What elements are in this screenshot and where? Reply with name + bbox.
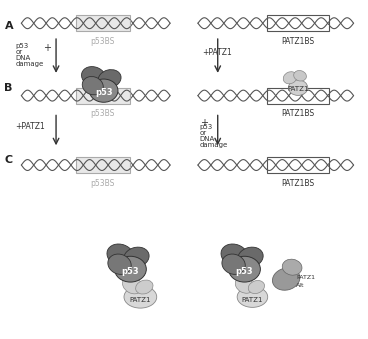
Text: +: + bbox=[200, 118, 208, 128]
Ellipse shape bbox=[222, 254, 245, 274]
Bar bbox=[267, 15, 329, 31]
Text: +PATZ1: +PATZ1 bbox=[15, 122, 45, 131]
Ellipse shape bbox=[235, 277, 254, 293]
Ellipse shape bbox=[123, 276, 142, 294]
Ellipse shape bbox=[248, 280, 265, 294]
Text: B: B bbox=[4, 83, 13, 93]
Bar bbox=[267, 157, 329, 173]
Text: p53: p53 bbox=[236, 267, 253, 276]
Bar bbox=[76, 157, 130, 173]
Ellipse shape bbox=[294, 71, 307, 81]
Ellipse shape bbox=[272, 268, 300, 290]
Ellipse shape bbox=[289, 80, 308, 95]
Ellipse shape bbox=[114, 256, 146, 282]
Ellipse shape bbox=[124, 286, 157, 308]
Text: PATZ1: PATZ1 bbox=[287, 86, 309, 92]
Text: PATZ1: PATZ1 bbox=[130, 297, 151, 303]
Text: DNA: DNA bbox=[15, 55, 31, 61]
Text: DNA: DNA bbox=[200, 136, 215, 142]
Ellipse shape bbox=[229, 256, 261, 282]
Text: p53: p53 bbox=[95, 88, 113, 97]
Text: p53: p53 bbox=[200, 124, 213, 131]
Ellipse shape bbox=[89, 79, 118, 102]
Ellipse shape bbox=[98, 69, 121, 88]
Text: p53BS: p53BS bbox=[91, 37, 115, 46]
Ellipse shape bbox=[82, 77, 103, 95]
Text: PATZ1BS: PATZ1BS bbox=[282, 37, 315, 46]
Text: p53: p53 bbox=[122, 267, 139, 276]
Text: +PATZ1: +PATZ1 bbox=[202, 48, 231, 58]
Text: +: + bbox=[43, 43, 51, 53]
Text: PATZ1BS: PATZ1BS bbox=[282, 179, 315, 188]
Text: p53BS: p53BS bbox=[91, 179, 115, 188]
Text: or: or bbox=[200, 130, 207, 136]
Ellipse shape bbox=[108, 254, 131, 274]
Ellipse shape bbox=[237, 286, 268, 307]
Text: A: A bbox=[4, 21, 13, 31]
Ellipse shape bbox=[82, 66, 106, 87]
Text: Alt: Alt bbox=[296, 282, 305, 287]
Text: C: C bbox=[4, 155, 13, 165]
Ellipse shape bbox=[136, 280, 153, 294]
Ellipse shape bbox=[221, 244, 248, 266]
Text: p53BS: p53BS bbox=[91, 109, 115, 119]
Text: damage: damage bbox=[15, 61, 44, 67]
Ellipse shape bbox=[238, 247, 263, 267]
Bar bbox=[76, 15, 130, 31]
Ellipse shape bbox=[282, 259, 302, 275]
Ellipse shape bbox=[124, 247, 149, 267]
Text: p53: p53 bbox=[15, 43, 29, 49]
Text: damage: damage bbox=[200, 142, 228, 148]
Ellipse shape bbox=[283, 72, 297, 84]
Bar bbox=[76, 88, 130, 103]
Text: PATZ1BS: PATZ1BS bbox=[282, 109, 315, 119]
Text: PATZ1: PATZ1 bbox=[296, 275, 315, 280]
Text: PATZ1: PATZ1 bbox=[242, 297, 263, 303]
Text: or: or bbox=[15, 49, 22, 55]
Ellipse shape bbox=[107, 244, 134, 266]
Bar bbox=[267, 88, 329, 103]
